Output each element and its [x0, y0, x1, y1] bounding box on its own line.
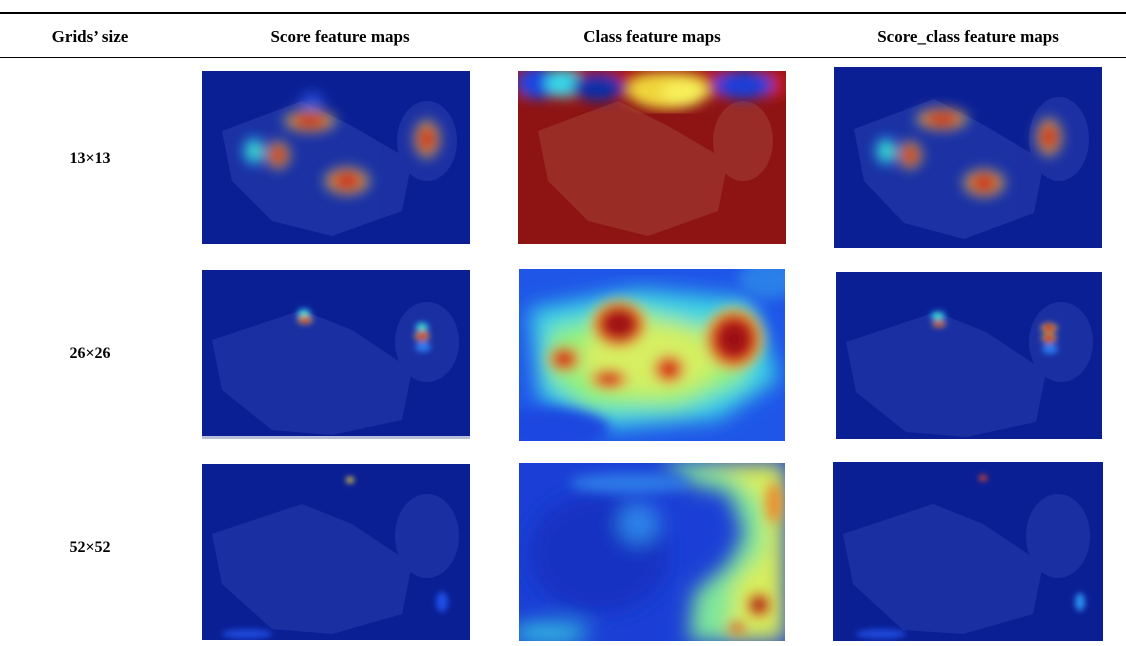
row-label-13: 13×13: [69, 150, 111, 167]
header-score-class-maps: Score_class feature maps: [877, 27, 1059, 46]
score-feature-map-52x52: [202, 464, 470, 640]
score-feature-map-13x13: [202, 71, 470, 244]
class-feature-map-13x13: [518, 71, 786, 244]
score-feature-map-26x26: [202, 270, 470, 439]
score-class-feature-map-26x26: [836, 272, 1102, 439]
class-feature-map-52x52: [519, 463, 785, 641]
header-score-maps: Score feature maps: [270, 27, 410, 46]
header-class-maps: Class feature maps: [583, 27, 721, 46]
header-grid-size: Grids’ size: [51, 27, 129, 46]
score-class-feature-map-52x52: [833, 462, 1103, 641]
table-header-rule: [0, 57, 1126, 58]
row-label-26: 26×26: [69, 345, 111, 362]
score-class-feature-map-13x13: [834, 67, 1102, 248]
table-top-rule: [0, 12, 1126, 14]
class-feature-map-26x26: [519, 269, 785, 441]
row-label-52: 52×52: [69, 539, 111, 556]
